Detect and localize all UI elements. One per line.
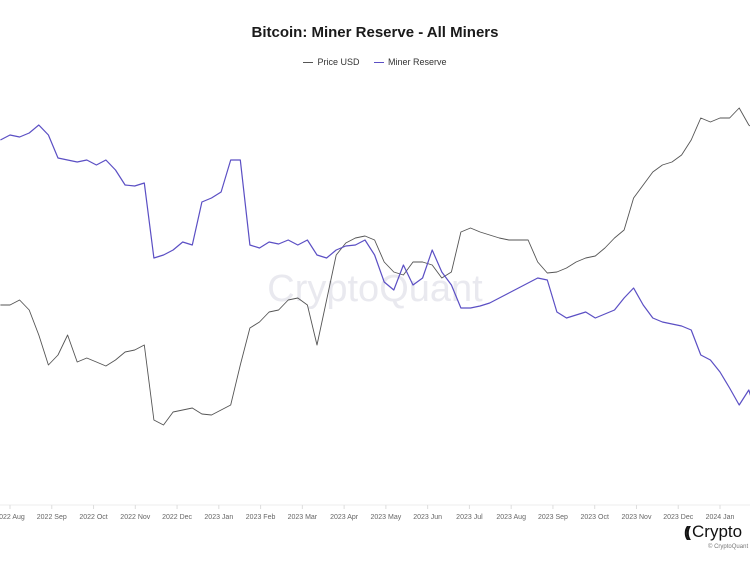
x-tick-label: 2023 Jul bbox=[456, 514, 483, 521]
series-lines bbox=[0, 107, 750, 426]
x-tick-label: 2023 Sep bbox=[538, 514, 568, 521]
x-tick-label: 2024 Jan bbox=[706, 514, 735, 521]
x-tick-label: 2023 Mar bbox=[288, 514, 318, 521]
cryptoquant-logo: ((Crypto bbox=[684, 522, 742, 542]
x-tick-label: 2023 Nov bbox=[621, 514, 651, 521]
x-tick-label: 2023 Dec bbox=[663, 514, 693, 521]
x-tick-label: 2023 May bbox=[371, 514, 402, 521]
x-tick-label: 2023 Apr bbox=[330, 514, 359, 521]
x-tick-label: 2022 Nov bbox=[120, 514, 150, 521]
legend: Price USD Miner Reserve bbox=[0, 55, 750, 67]
x-tick-label: 2023 Jun bbox=[413, 514, 442, 521]
miner-reserve-line bbox=[0, 124, 750, 406]
x-tick-label: 2023 Jan bbox=[204, 514, 233, 521]
x-tick-label: 2022 Sep bbox=[37, 514, 67, 521]
x-axis-ticks: 2022 Aug 2022 Sep 2022 Oct 2022 Nov 2022 Dec… bbox=[0, 505, 735, 521]
legend-swatch-price bbox=[303, 61, 314, 63]
x-tick-label: 2022 Aug bbox=[0, 514, 25, 521]
chart-title: Bitcoin: Miner Reserve - All Miners bbox=[251, 24, 499, 41]
x-tick-label: 2022 Dec bbox=[162, 514, 192, 521]
x-tick-label: 2023 Oct bbox=[580, 514, 608, 521]
legend-label-price: Price USD bbox=[317, 57, 360, 68]
price-usd-line bbox=[0, 107, 750, 426]
copyright: © CryptoQuant bbox=[708, 544, 749, 550]
x-tick-label: 2023 Aug bbox=[496, 514, 526, 521]
x-tick-label: 2023 Feb bbox=[246, 514, 276, 521]
legend-swatch-miner-reserve bbox=[374, 61, 384, 63]
legend-item-price[interactable]: Price USD bbox=[303, 57, 359, 67]
logo-text: Crypto bbox=[692, 522, 743, 541]
legend-label-miner-reserve: Miner Reserve bbox=[388, 57, 447, 68]
logo-icon: (( bbox=[684, 523, 691, 541]
legend-item-miner-reserve[interactable]: Miner Reserve bbox=[374, 57, 447, 67]
x-tick-label: 2022 Oct bbox=[79, 514, 107, 521]
